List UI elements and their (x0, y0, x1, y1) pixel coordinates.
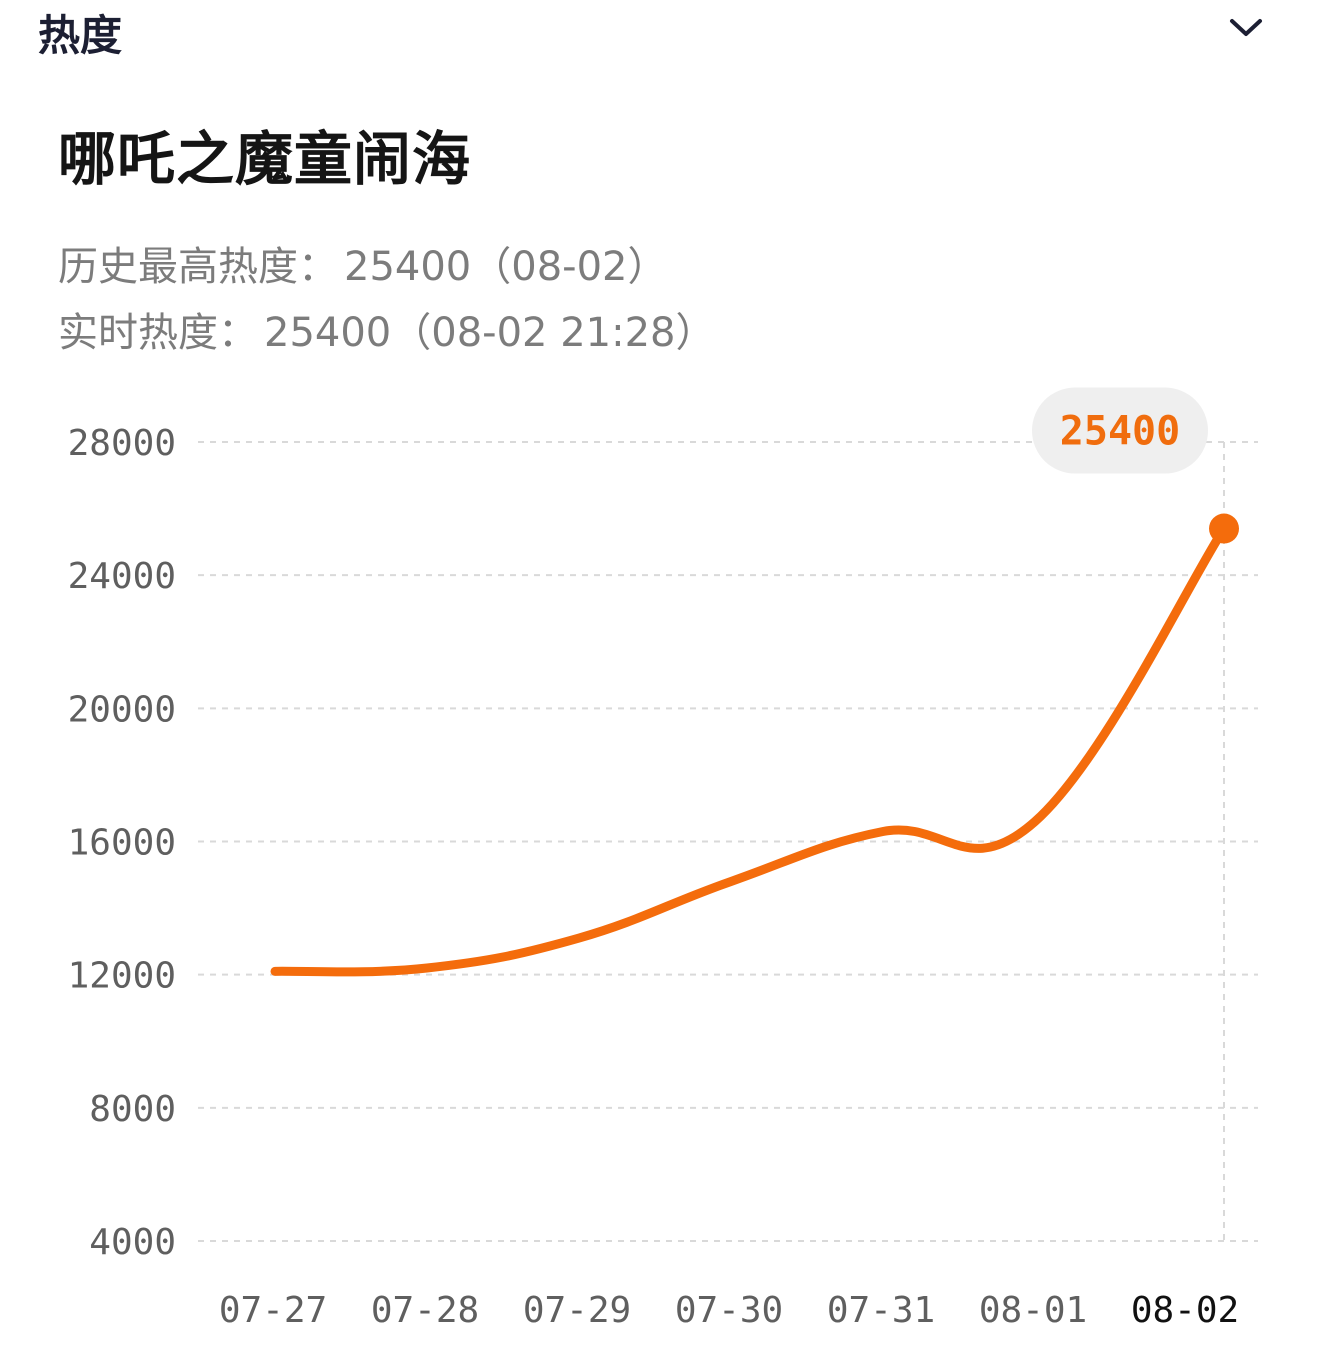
x-tick-label: 07-28 (371, 1290, 479, 1331)
value-callout-label: 25400 (1060, 409, 1180, 455)
chevron-down-icon[interactable] (1226, 12, 1266, 42)
y-tick-label: 16000 (68, 823, 176, 864)
peak-heat-label: 历史最高热度： (58, 244, 338, 290)
realtime-heat-value: 25400（08-02 21:28） (264, 310, 716, 356)
x-tick-label: 07-31 (827, 1290, 935, 1331)
x-tick-label: 08-01 (979, 1290, 1087, 1331)
header: 热度 (0, 0, 1320, 64)
x-tick-label: 07-27 (219, 1290, 327, 1331)
series-line (270, 524, 1229, 977)
series-end-point (1209, 513, 1239, 544)
y-tick-label: 12000 (68, 956, 176, 997)
y-tick-label: 20000 (68, 689, 176, 730)
y-tick-label: 24000 (68, 556, 176, 597)
chart-title: 哪吒之魔童闹海 (58, 125, 472, 193)
y-tick-label: 28000 (68, 423, 176, 464)
y-tick-label: 4000 (89, 1222, 176, 1263)
value-callout (1032, 387, 1208, 474)
heat-line-chart[interactable]: 4000 8000 12000 16000 20000 24000 28000 07-27 07… (0, 380, 1320, 1367)
y-tick-label: 8000 (89, 1089, 176, 1130)
peak-heat-line: 历史最高热度： 25400（08-02） (58, 234, 667, 292)
peak-heat-value: 25400（08-02） (344, 244, 668, 290)
realtime-heat-label: 实时热度： (58, 310, 258, 356)
realtime-heat-line: 实时热度： 25400（08-02 21:28） (58, 300, 715, 358)
section-title: 热度 (38, 11, 123, 60)
x-tick-label: 07-29 (523, 1290, 631, 1331)
x-tick-label: 07-30 (675, 1290, 783, 1331)
x-tick-label: 08-02 (1131, 1290, 1239, 1331)
